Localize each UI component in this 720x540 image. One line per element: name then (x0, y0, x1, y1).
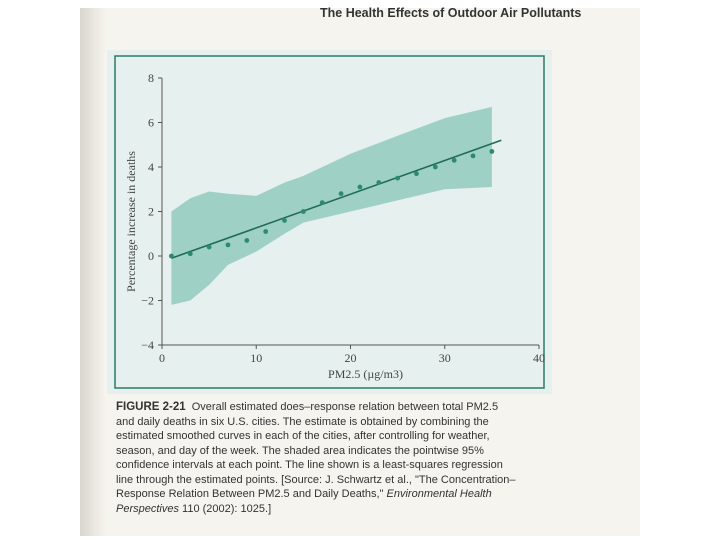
caption-line: Overall estimated does–response relation… (191, 401, 499, 413)
caption-line: and daily deaths in six U.S. cities. The… (116, 415, 489, 428)
x-tick-label: 20 (345, 351, 357, 365)
data-point (470, 153, 476, 159)
data-point (395, 175, 401, 181)
y-tick-label: 2 (148, 205, 154, 219)
y-axis-label: Percentage increase in deaths (124, 151, 138, 292)
y-tick-label: −2 (141, 294, 154, 308)
figure-label: FIGURE 2-21 (116, 401, 186, 413)
caption-line: line through the estimated points. [Sour… (116, 473, 516, 486)
data-point (376, 180, 382, 185)
x-tick-label: 40 (533, 351, 545, 365)
caption-line: estimated smoothed curves in each of the… (116, 430, 490, 442)
regression-line (171, 139, 502, 259)
caption-line: Response Relation Between PM2.5 and Dail… (116, 488, 384, 500)
caption-journal-cont: Perspectives (116, 502, 179, 515)
data-point (187, 251, 193, 257)
figure-chart: −4 −2 0 2 4 6 8 0 10 20 30 40 PM2.5 (µg/m3) Percentag… (107, 50, 552, 394)
data-point (338, 191, 344, 197)
caption-journal: Environmental Health (386, 488, 492, 500)
caption-citation: 110 (2002): 1025.] (182, 502, 272, 515)
data-point (319, 200, 325, 206)
x-tick-label: 30 (439, 351, 451, 365)
x-tick-label: 0 (159, 351, 165, 365)
data-point (282, 218, 287, 223)
y-tick-label: −4 (141, 338, 154, 352)
data-point (414, 171, 419, 177)
y-tick-label: 4 (148, 160, 154, 174)
data-point (263, 229, 269, 234)
caption-line: season, and day of the week. The shaded … (116, 444, 484, 457)
x-axis-label: PM2.5 (µg/m3) (328, 367, 403, 381)
y-tick-label: 6 (148, 116, 154, 130)
y-tick-label: 8 (148, 71, 154, 85)
chart-svg: −4 −2 0 2 4 6 8 0 10 20 30 40 PM2.5 (µg/m3) Percentag… (114, 55, 545, 389)
data-point (300, 209, 306, 214)
book-spine-shadow (80, 8, 106, 536)
y-tick-label: 0 (148, 249, 154, 263)
data-point (206, 244, 212, 250)
confidence-band (171, 106, 492, 305)
data-point (489, 149, 495, 154)
chart-border (114, 55, 545, 389)
data-point (451, 157, 457, 163)
data-point (357, 184, 363, 190)
data-point (432, 164, 438, 170)
x-tick-label: 10 (250, 351, 262, 365)
caption-line: confidence intervals at each point. The … (116, 459, 503, 471)
running-head: The Health Effects of Outdoor Air Pollut… (320, 6, 582, 20)
data-point (169, 253, 174, 259)
data-point (244, 238, 250, 243)
figure-caption: FIGURE 2-21 Overall estimated does–respo… (116, 400, 576, 516)
data-point (225, 242, 231, 248)
